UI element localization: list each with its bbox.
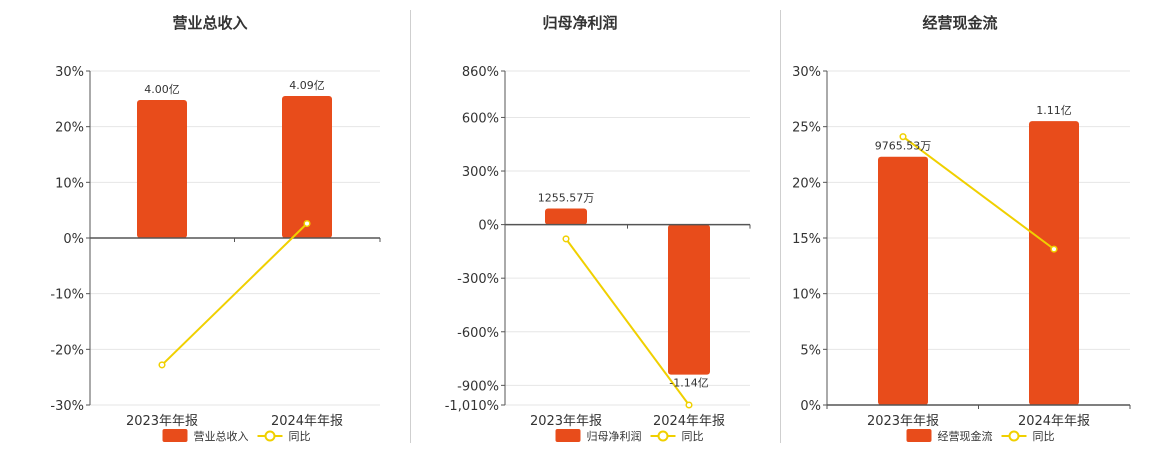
chart-revenue: 营业总收入 30% 20% 10% 0% -10% -20% -30% 2023年年报 2024年…	[50, 14, 381, 443]
y-tick-label: -900%	[457, 379, 499, 394]
legend-label-bar: 归母净利润	[587, 429, 642, 443]
x-tick-label: 2024年年报	[271, 414, 343, 429]
y-tick-label: 10%	[55, 176, 84, 191]
y-tick-label: -300%	[457, 272, 499, 287]
bar	[1029, 121, 1079, 405]
y-tick-label: -1,010%	[445, 399, 499, 414]
y-tick-label: 0%	[800, 399, 821, 414]
y-tick-label: 0%	[63, 232, 84, 247]
line-point	[562, 235, 570, 243]
y-tick-label: 30%	[55, 65, 84, 80]
legend-swatch-bar	[162, 429, 188, 442]
panel-divider	[780, 10, 781, 443]
y-tick-label: 10%	[792, 288, 821, 303]
y-tick-label: 30%	[792, 65, 821, 80]
chart-panel-cash-flow: 经营现金流 30% 25% 20% 15% 10% 5% 0% 2023年年报 2024年年报 97…	[760, 0, 1155, 450]
legend-swatch-bar	[906, 429, 932, 442]
y-tick-label: 860%	[462, 65, 499, 80]
bar	[878, 156, 928, 405]
x-tick-label: 2024年年报	[1018, 414, 1090, 429]
data-label: 9765.53万	[875, 140, 932, 153]
data-label: 1.11亿	[1036, 104, 1072, 117]
y-tick-label: -10%	[50, 288, 84, 303]
bar	[545, 208, 587, 225]
y-tick-label: 20%	[792, 176, 821, 191]
y-tick-label: 25%	[792, 121, 821, 136]
chart-title: 营业总收入	[172, 14, 247, 32]
legend-label-bar: 营业总收入	[194, 429, 249, 443]
chart-cash-flow: 经营现金流 30% 25% 20% 15% 10% 5% 0% 2023年年报 2024年年报 97…	[792, 14, 1131, 443]
y-tick-label: 5%	[800, 343, 821, 358]
line-point	[158, 361, 166, 369]
legend-swatch-marker	[1008, 430, 1020, 442]
legend-label-line: 同比	[289, 430, 311, 443]
chart-title: 归母净利润	[542, 14, 617, 32]
data-label: 4.09亿	[289, 79, 325, 92]
bar	[282, 96, 332, 238]
x-tick-label: 2023年年报	[867, 414, 939, 429]
y-tick-label: 20%	[55, 121, 84, 136]
y-tick-label: 600%	[462, 111, 499, 126]
y-tick-label: -600%	[457, 326, 499, 341]
bar	[137, 99, 187, 239]
line-point	[685, 401, 693, 409]
line-point	[1050, 245, 1058, 253]
chart-panel-revenue: 营业总收入 30% 20% 10% 0% -10% -20% -30% 2023年年报 2024年…	[40, 0, 390, 450]
legend-swatch-marker	[657, 430, 669, 442]
data-label: -1.14亿	[669, 377, 708, 390]
y-tick-label: 15%	[792, 232, 821, 247]
x-tick-label: 2023年年报	[126, 414, 198, 429]
legend-swatch-bar	[555, 429, 581, 442]
x-tick-label: 2023年年报	[530, 414, 602, 429]
chart-net-profit: 归母净利润 860% 600% 300% 0% -300% -600% -900% -1,010…	[445, 14, 751, 443]
data-label: 4.00亿	[144, 83, 180, 96]
legend-swatch-marker	[264, 430, 276, 442]
y-tick-label: -20%	[50, 343, 84, 358]
bar	[668, 224, 710, 375]
y-tick-label: 300%	[462, 165, 499, 180]
line-point	[899, 133, 907, 141]
series-line	[565, 238, 690, 406]
x-tick-label: 2024年年报	[653, 414, 725, 429]
line-point	[303, 219, 311, 228]
legend-label-bar: 经营现金流	[938, 429, 993, 443]
series-line	[161, 222, 308, 366]
series-line	[902, 135, 1055, 250]
panel-divider	[410, 10, 411, 443]
y-tick-label: -30%	[50, 399, 84, 414]
legend-label-line: 同比	[682, 430, 704, 443]
y-tick-label: 0%	[478, 219, 499, 234]
legend-label-line: 同比	[1033, 430, 1055, 443]
chart-title: 经营现金流	[922, 14, 997, 32]
data-label: 1255.57万	[538, 192, 595, 205]
chart-panel-net-profit: 归母净利润 860% 600% 300% 0% -300% -600% -900% -1,010…	[415, 0, 760, 450]
